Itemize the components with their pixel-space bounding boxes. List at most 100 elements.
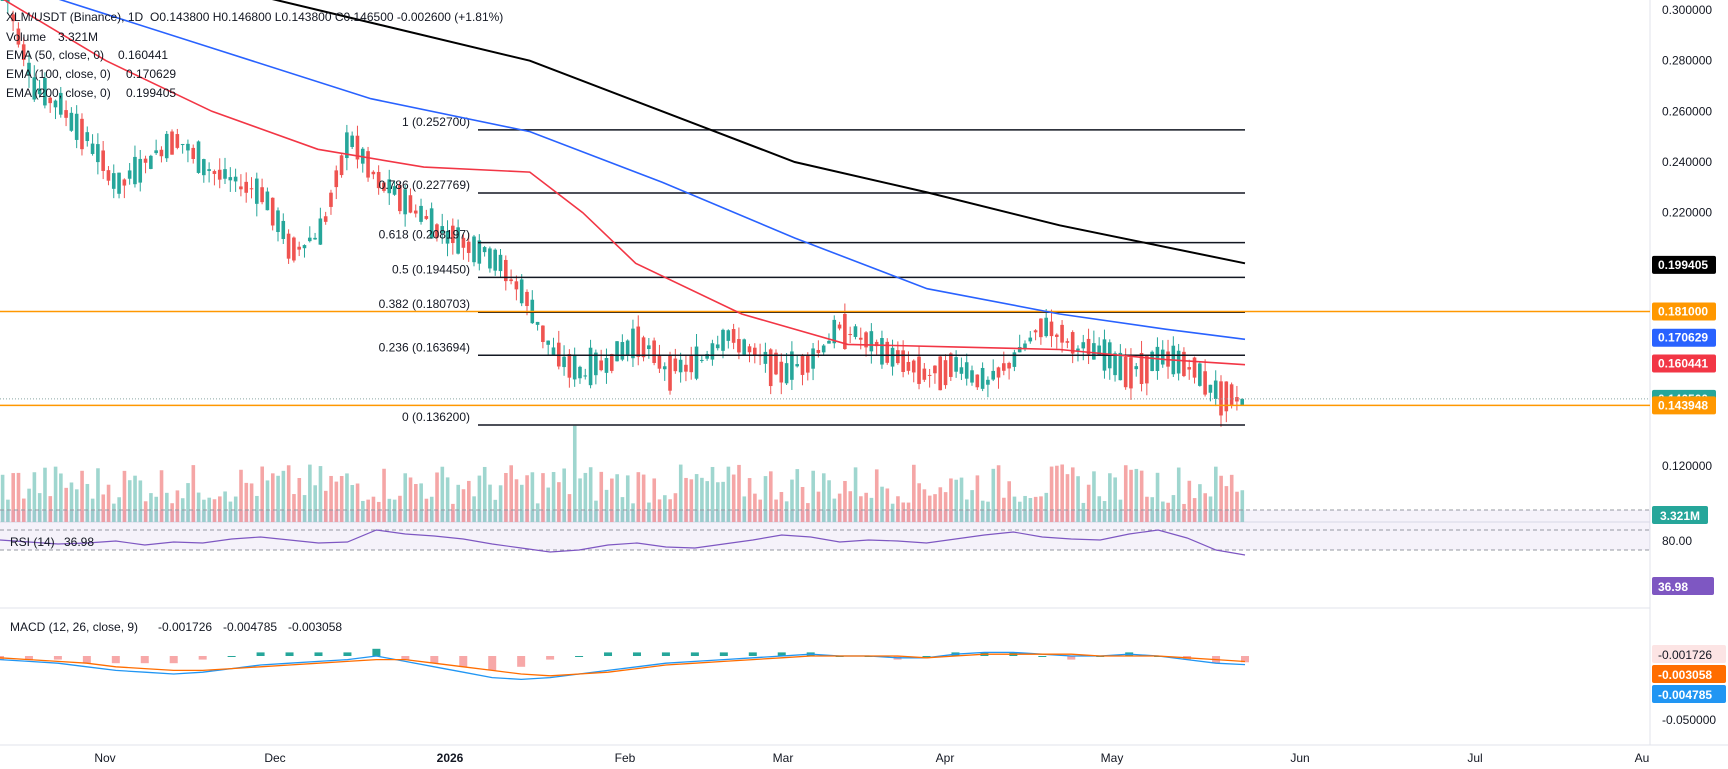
candle-body [869,331,874,352]
candle-body [684,364,688,372]
candle-body [159,149,164,157]
rsi-pane [0,509,1650,556]
symbol-title[interactable]: XLM/USDT (Binance), 1D [6,10,143,24]
candle-body [1187,367,1192,370]
candle-body [1070,332,1075,354]
volume-bar [1203,493,1208,522]
macd-hist-bar [575,656,584,657]
macd-hist-bar [256,652,265,656]
volume-bar [1161,501,1165,522]
candle-body [911,360,916,373]
ema200-value: 0.199405 [126,86,176,100]
candle-body [392,186,397,195]
candle-body [424,216,429,219]
volume-bar [641,474,646,522]
macd-hist-bar [1241,656,1249,663]
candle-body [668,355,672,391]
candle-body [366,151,370,178]
candle-body [451,225,455,244]
candle-body [233,176,238,182]
candle-body [949,353,953,377]
candle-body [196,141,201,173]
candle-body [922,368,927,380]
volume-bar [260,466,264,522]
volume-badge [1652,506,1708,524]
volume-bar [302,495,307,522]
candle-body [647,345,651,350]
candle-body [503,259,508,282]
price-axis[interactable]: 0.300000 0.280000 0.260000 0.240000 0.220000… [1662,3,1712,473]
ema200-label: EMA (200, close, 0) [6,86,111,100]
candle-body [986,379,990,385]
volume-bar [1049,466,1054,522]
fib-retracement[interactable]: 1 (0.252700) 0.786 (0.227769) 0.618 (0.208… [379,115,1245,426]
volume-bar [599,471,604,522]
candle-body [567,354,572,378]
candle-body [938,356,943,391]
volume-bar [435,472,439,522]
macd-line-badge [1652,685,1726,703]
candle-body [111,173,116,189]
macd-hist-bar [314,652,323,656]
volume-bar [218,496,222,522]
volume-bar [700,477,704,522]
candle-body [541,325,545,342]
volume-bar [133,475,137,522]
candle-body [461,237,466,248]
volume-bar [1123,465,1128,522]
candle-body [1145,355,1149,384]
candle-body [625,340,630,356]
volume-bar [763,476,768,522]
horizontal-lines[interactable] [0,310,1650,407]
volume-bar [233,496,238,522]
macd-line-badge-text: -0.004785 [1658,688,1712,702]
candle-body [74,113,79,140]
candle-body [843,313,847,350]
macd-hist-badge [1652,645,1726,663]
volume-bar [228,501,233,522]
volume-bar [837,493,842,522]
candle-body [16,28,21,45]
candle-body [1097,345,1101,355]
candle-body [138,158,143,183]
time-axis[interactable]: Nov Dec 2026 Feb Mar Apr May Jun Jul Au [94,751,1649,765]
volume-bar [853,467,858,522]
candle-body [472,236,476,263]
rsi-badge-text: 36.98 [1658,580,1688,594]
volume-bar [1118,499,1123,522]
time-tick: Au [1635,751,1650,765]
volume-bar [519,484,524,522]
volume-bar [943,492,948,522]
candle-body [980,367,985,389]
price-tick: 0.300000 [1662,3,1712,17]
rsi-value-badge [1652,577,1714,595]
volume-bars [0,425,1245,522]
fib-level-label: 1 (0.252700) [402,115,470,129]
volume-bar [827,480,831,522]
macd-hist-bar [285,652,294,656]
candle-body [318,218,323,245]
candle-body [212,171,217,174]
candle-body [1007,362,1011,369]
volume-bar [1155,472,1160,522]
candle-body [636,326,641,357]
volume-bar [1182,503,1186,522]
volume-bar [1171,495,1176,522]
candle-body [64,110,68,118]
candle-body [583,375,588,377]
candle-body [880,338,884,365]
volume-bar [149,493,153,522]
candle-body [419,205,423,222]
volume-bar [535,503,540,522]
candle-body [715,344,720,349]
volume-bar [138,480,143,522]
time-tick: Nov [94,751,115,765]
ema50-label: EMA (50, close, 0) [6,48,104,62]
candle-body [996,367,1001,378]
volume-bar [154,496,159,522]
volume-bar [276,475,280,522]
candle-body [768,349,773,387]
macd-hist-bar [343,652,352,656]
volume-bar [811,470,815,522]
